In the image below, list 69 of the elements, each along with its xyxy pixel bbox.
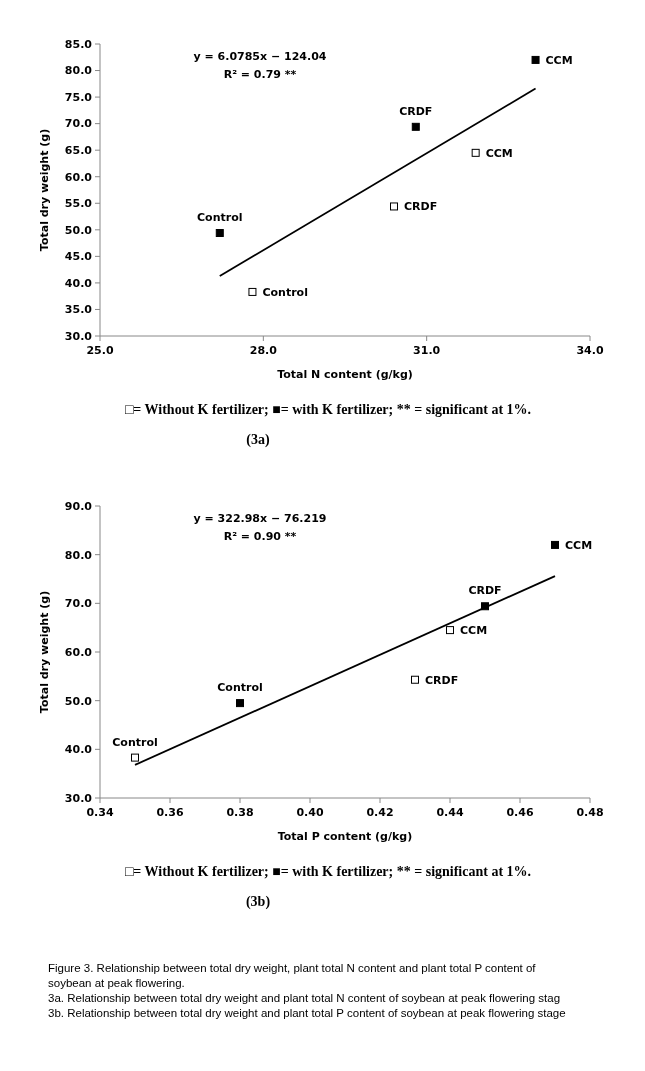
y-axis-title: Total dry weight (g) [38, 128, 51, 252]
x-tick-label: 0.42 [366, 806, 394, 819]
annotation: Control [217, 681, 263, 695]
x-axis-title: Total N content (g/kg) [277, 368, 413, 381]
y-tick-label: 80.0 [64, 64, 93, 78]
annotation: R² = 0.90 ** [223, 530, 297, 543]
x-tick-label: 0.40 [296, 806, 324, 819]
y-tick-label: 70.0 [64, 597, 93, 611]
point [551, 540, 559, 549]
point [411, 675, 419, 684]
point [215, 229, 224, 237]
annotation: CCM [545, 53, 573, 67]
point [531, 55, 540, 64]
point [236, 699, 244, 708]
y-tick-label: 40.0 [64, 276, 93, 290]
x-tick-label: 25.0 [86, 344, 114, 357]
y-tick-label: 70.0 [64, 117, 93, 131]
x-tick-label: 34.0 [576, 344, 604, 357]
text: 3a. Relationship between total dry weight and plant total N content of soybean at peak flowering stag [48, 992, 561, 1004]
annotation: CCM [460, 623, 488, 637]
y-axis-title: Total dry weight (g) [38, 590, 51, 714]
y-tick-label: 75.0 [64, 90, 93, 104]
y-tick-label: 50.0 [64, 223, 93, 237]
point [248, 287, 257, 296]
y-tick-label: 80.0 [64, 548, 93, 562]
y-tick-label: 85.0 [64, 37, 93, 51]
y-tick-label: 65.0 [64, 144, 93, 158]
annotation: CRDF [399, 104, 433, 118]
y-tick-label: 45.0 [64, 250, 93, 264]
y-tick-label: 60.0 [64, 170, 93, 184]
annotation: y = 6.0785x − 124.04 [193, 50, 327, 63]
point [471, 148, 480, 157]
annotation: CRDF [404, 200, 438, 214]
text: □= Without K fertilizer; ■= with K fertilizer; ** = significant at 1%. [124, 402, 532, 417]
annotation: y = 322.98x − 76.219 [193, 512, 327, 525]
x-tick-label: 0.46 [506, 806, 534, 819]
y-tick-label: 60.0 [64, 645, 93, 659]
y-tick-label: 50.0 [64, 694, 93, 708]
x-tick-label: 0.34 [86, 806, 114, 819]
y-tick-label: 90.0 [64, 499, 93, 513]
x-tick-label: 0.48 [576, 806, 604, 819]
x-tick-label: 28.0 [249, 344, 278, 357]
annotation: R² = 0.79 ** [223, 68, 297, 81]
annotation: Control [262, 285, 308, 299]
point [131, 753, 139, 762]
y-tick-label: 35.0 [64, 303, 93, 317]
text: □= Without K fertilizer; ■= with K fertilizer; ** = significant at 1%. [124, 864, 532, 879]
point [411, 122, 420, 131]
annotation: CCM [485, 146, 513, 160]
text: (3b) [245, 894, 271, 910]
y-tick-label: 40.0 [64, 743, 93, 757]
x-tick-label: 31.0 [413, 344, 441, 357]
y-tick-label: 30.0 [64, 329, 93, 343]
caption: Figure 3. Relationship between total dry weight, plant total N content and plant total P content of soybean at peak flowering. [48, 962, 537, 989]
x-tick-label: 0.44 [436, 806, 464, 819]
annotation: CCM [565, 538, 593, 552]
annotation: Control [112, 735, 158, 749]
x-tick-label: 0.36 [156, 806, 184, 819]
text: (3a) [246, 432, 270, 448]
annotation: CRDF [468, 584, 502, 598]
annotation: CRDF [425, 673, 459, 687]
point [390, 202, 398, 211]
text: 3b. Relationship between total dry weight and plant total P content of soybean at peak flowering stage [48, 1007, 566, 1019]
x-axis-title: Total P content (g/kg) [277, 830, 413, 843]
y-tick-label: 55.0 [64, 197, 93, 211]
annotation: Control [197, 211, 243, 224]
point [446, 626, 454, 635]
y-tick-label: 30.0 [64, 791, 93, 805]
x-tick-label: 0.38 [226, 806, 254, 819]
